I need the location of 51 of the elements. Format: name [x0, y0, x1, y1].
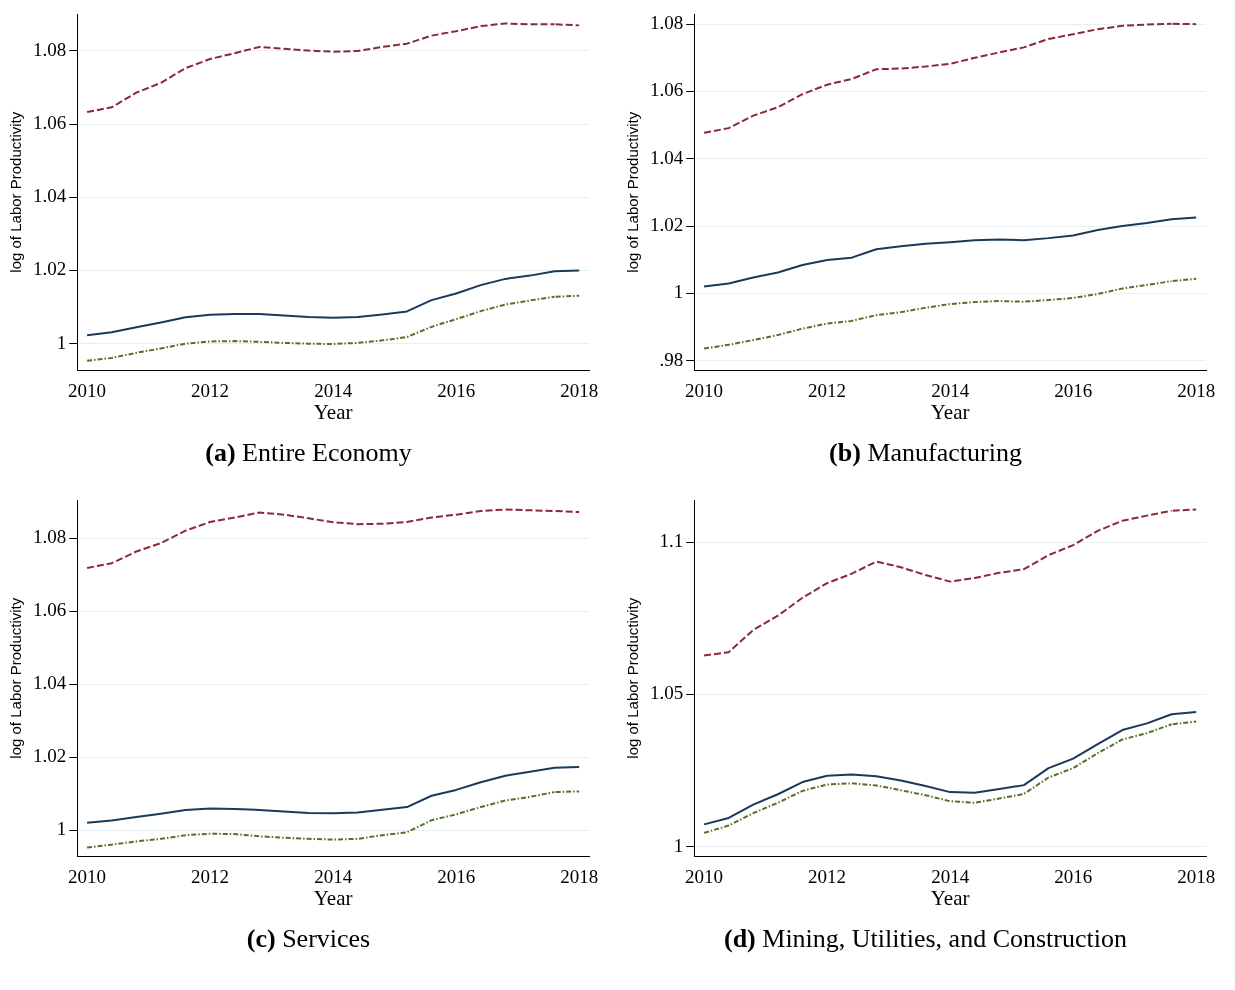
x-tick-label: 2012 [191, 866, 230, 888]
x-tick-label: 2016 [437, 866, 476, 888]
y-tick-label: 1.08 [650, 12, 684, 34]
x-tick-label: 2018 [560, 380, 599, 402]
y-tick-label: 1.02 [33, 745, 67, 767]
x-tick-label: 2010 [685, 380, 724, 402]
x-tick-label: 2012 [808, 380, 847, 402]
y-tick-label: 1.05 [650, 682, 684, 704]
x-tick-label: 2016 [1054, 866, 1093, 888]
x-tick-label: 2018 [560, 866, 599, 888]
y-axis-title: log of Labor Productivity [7, 597, 25, 759]
x-tick-label: 2016 [1054, 380, 1093, 402]
x-tick-label: 2012 [808, 866, 847, 888]
y-axis-title: log of Labor Productivity [7, 111, 25, 273]
x-axis-title: Year [930, 399, 970, 424]
y-tick-label: 1.06 [33, 599, 67, 621]
y-tick-label: 1 [673, 834, 684, 856]
text: (a) Entire Economy [204, 438, 413, 469]
y-tick-label: 1.08 [33, 38, 67, 60]
x-tick-label: 2014 [931, 380, 970, 402]
y-tick-label: 1.04 [33, 185, 67, 207]
y-axis-title: log of Labor Productivity [624, 111, 642, 273]
y-tick-label: 1.1 [659, 530, 684, 552]
x-tick-label: 2018 [1177, 380, 1216, 402]
y-tick-label: 1.04 [33, 672, 67, 694]
y-tick-label: 1 [673, 281, 684, 303]
x-axis-title: Year [930, 885, 970, 910]
x-axis-title: Year [313, 885, 353, 910]
y-axis-title: log of Labor Productivity [624, 597, 642, 759]
x-tick-label: 2010 [68, 380, 107, 402]
x-tick-label: 2014 [314, 866, 353, 888]
text: (b) Manufacturing [828, 438, 1023, 469]
x-tick-label: 2016 [437, 380, 476, 402]
x-tick-label: 2010 [685, 866, 724, 888]
y-tick-label: 1.02 [33, 258, 67, 280]
y-tick-label: 1.08 [33, 526, 67, 548]
y-tick-label: 1.06 [650, 79, 684, 101]
x-tick-label: 2012 [191, 380, 230, 402]
y-tick-label: .98 [659, 348, 684, 370]
x-tick-label: 2014 [931, 866, 970, 888]
y-tick-label: 1 [56, 331, 67, 353]
x-axis-title: Year [313, 399, 353, 424]
x-tick-label: 2018 [1177, 866, 1216, 888]
y-tick-label: 1.02 [650, 213, 684, 235]
text: (c) Services [245, 924, 372, 955]
y-tick-label: 1 [56, 818, 67, 840]
y-tick-label: 1.06 [33, 112, 67, 134]
y-tick-label: 1.04 [650, 146, 684, 168]
x-tick-label: 2010 [68, 866, 107, 888]
text: (d) Mining, Utilities, and Construction [723, 924, 1128, 955]
x-tick-label: 2014 [314, 380, 353, 402]
